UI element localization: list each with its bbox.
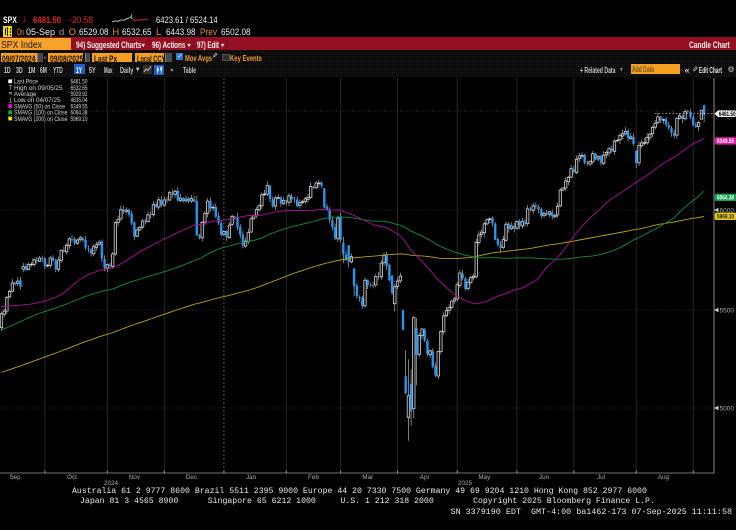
svg-text:2024: 2024 xyxy=(104,480,119,487)
svg-text:Nov: Nov xyxy=(129,474,141,481)
svg-text:Aug: Aug xyxy=(658,474,670,481)
svg-text:Oct: Oct xyxy=(67,474,77,481)
svg-text:SMAVG (100) on Close: SMAVG (100) on Close xyxy=(14,110,68,117)
svg-text:Jul: Jul xyxy=(597,474,605,481)
svg-text:4835.04: 4835.04 xyxy=(71,97,88,104)
svg-text:6532.65: 6532.65 xyxy=(71,85,88,92)
svg-text:SMAVG (200) on Close: SMAVG (200) on Close xyxy=(14,116,68,123)
svg-text:Mar: Mar xyxy=(362,474,373,481)
svg-text:Jun: Jun xyxy=(539,474,550,481)
svg-text:Jan: Jan xyxy=(246,474,257,481)
svg-text:5500: 5500 xyxy=(720,307,735,314)
svg-text:SMAVG (50) on Close: SMAVG (50) on Close xyxy=(14,103,65,110)
svg-text:Dec: Dec xyxy=(186,474,197,481)
svg-text:6349.55: 6349.55 xyxy=(717,138,734,145)
svg-text:Feb: Feb xyxy=(308,474,319,481)
svg-text:5969.10: 5969.10 xyxy=(717,213,734,220)
svg-text:6349.55: 6349.55 xyxy=(71,103,88,110)
svg-text:Last Price: Last Price xyxy=(14,79,38,86)
svg-text:Apr: Apr xyxy=(420,474,430,481)
svg-text:Average: Average xyxy=(14,91,37,98)
svg-text:5929.92: 5929.92 xyxy=(71,91,88,98)
svg-text:5969.10: 5969.10 xyxy=(71,116,88,123)
svg-text:6000: 6000 xyxy=(720,207,735,214)
svg-text:5000: 5000 xyxy=(720,405,735,412)
svg-text:Sep: Sep xyxy=(9,474,21,481)
svg-text:6064.38: 6064.38 xyxy=(71,110,88,117)
svg-text:6481.50: 6481.50 xyxy=(71,79,88,86)
svg-text:6064.38: 6064.38 xyxy=(717,194,734,201)
svg-text:May: May xyxy=(478,474,491,481)
svg-text:Low on 04/07/25: Low on 04/07/25 xyxy=(14,97,61,104)
svg-text:6481.50: 6481.50 xyxy=(719,111,736,118)
svg-text:High on 09/05/25: High on 09/05/25 xyxy=(14,85,63,92)
svg-text:2025: 2025 xyxy=(458,480,473,487)
